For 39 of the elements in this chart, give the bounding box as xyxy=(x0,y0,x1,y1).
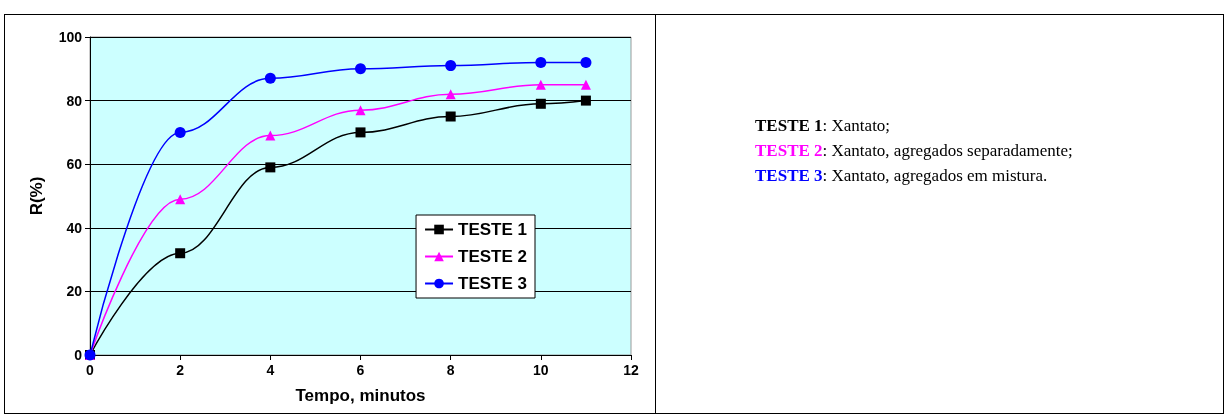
point xyxy=(174,126,186,138)
point xyxy=(580,56,592,68)
point xyxy=(264,72,276,84)
x-tick-label: 2 xyxy=(176,362,185,378)
y-tick-label: 40 xyxy=(66,219,83,236)
point xyxy=(580,79,591,90)
x-tick-label: 4 xyxy=(266,362,275,378)
legend-label: TESTE 3 xyxy=(458,274,528,293)
point xyxy=(535,98,546,109)
y-tick-label: 20 xyxy=(66,283,83,300)
point xyxy=(355,63,366,75)
y-tick-label: 80 xyxy=(66,92,83,109)
x-tick-label: 0 xyxy=(86,362,95,378)
point xyxy=(265,130,276,141)
point xyxy=(580,95,591,106)
point xyxy=(445,111,456,122)
x-tick-label: 8 xyxy=(446,362,455,378)
x-tick-label: 12 xyxy=(623,362,639,378)
text: TESTE 2: Xantato, agregados separadamente; xyxy=(755,141,1073,160)
x-tick-label: 10 xyxy=(533,362,549,378)
point xyxy=(175,248,186,259)
legend-label: TESTE 1 xyxy=(458,220,528,239)
point xyxy=(535,56,547,68)
legend-label: TESTE 2 xyxy=(458,247,528,266)
point xyxy=(355,105,366,116)
point xyxy=(445,60,457,72)
point xyxy=(175,194,186,205)
y-tick-label: 0 xyxy=(74,347,83,363)
y-axis-title: R(%) xyxy=(27,176,46,216)
x-axis-title: Tempo, minutos xyxy=(295,386,426,405)
point xyxy=(535,79,546,90)
point xyxy=(355,127,366,138)
y-tick-label: 60 xyxy=(66,156,83,173)
text: TESTE 1: Xantato; xyxy=(755,116,891,135)
point xyxy=(445,89,456,100)
x-tick-label: 6 xyxy=(356,362,365,378)
point xyxy=(265,162,276,173)
y-tick-label: 100 xyxy=(58,29,83,45)
text: TESTE 3: Xantato, agregados em mistura. xyxy=(755,166,1048,185)
